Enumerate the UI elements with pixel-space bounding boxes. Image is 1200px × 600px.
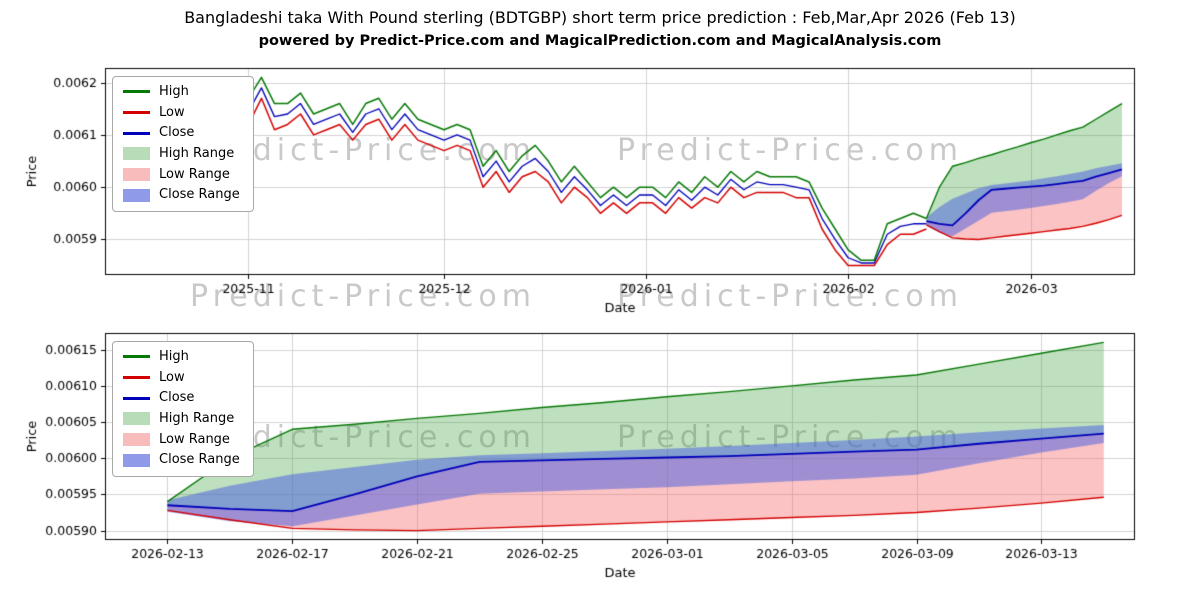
legend-label: Close Range bbox=[159, 187, 240, 203]
legend-item-high-range: High Range bbox=[123, 147, 240, 161]
legend-swatch bbox=[123, 147, 150, 161]
legend-label: Close bbox=[159, 390, 195, 406]
legend-swatch bbox=[123, 375, 150, 379]
legend-label: High Range bbox=[159, 145, 235, 161]
legend-label: High Range bbox=[159, 410, 235, 426]
legend-swatch bbox=[123, 355, 150, 359]
legend-label: Low bbox=[159, 369, 185, 385]
legend-swatch bbox=[123, 453, 150, 467]
legend-swatch bbox=[123, 396, 150, 400]
legend-bottom-chart: High Low Close High Range Low Range Close Ran… bbox=[112, 341, 254, 477]
legend-swatch bbox=[123, 167, 150, 181]
legend-label: High bbox=[159, 84, 189, 99]
legend-swatch bbox=[123, 110, 150, 114]
legend-item-low-range: Low Range bbox=[123, 166, 240, 182]
legend-item-close-range: Close Range bbox=[123, 188, 240, 202]
legend-item-high: High bbox=[123, 85, 240, 99]
legend-label: High bbox=[159, 349, 189, 364]
legend-swatch bbox=[123, 188, 150, 202]
legend-item-low: Low bbox=[123, 104, 240, 120]
chart-subtitle: powered by Predict-Price.com and Magical… bbox=[258, 33, 942, 49]
legend-item-high: High bbox=[123, 350, 240, 364]
legend-swatch bbox=[123, 131, 150, 135]
legend-label: Low bbox=[159, 104, 185, 120]
legend-item-close-range: Close Range bbox=[123, 453, 240, 467]
legend-label: Close Range bbox=[159, 452, 240, 468]
legend-item-low: Low bbox=[123, 369, 240, 385]
chart-title: Bangladeshi taka With Pound sterling (BD… bbox=[184, 8, 1016, 27]
legend-label: Low Range bbox=[159, 431, 230, 447]
legend-item-close: Close bbox=[123, 391, 240, 405]
legend-swatch bbox=[123, 432, 150, 446]
legend-top-chart: High Low Close High Range Low Range Close Ran… bbox=[112, 76, 254, 212]
legend-swatch bbox=[123, 90, 150, 94]
legend-swatch bbox=[123, 412, 150, 426]
legend-label: Low Range bbox=[159, 166, 230, 182]
legend-item-high-range: High Range bbox=[123, 412, 240, 426]
legend-label: Close bbox=[159, 125, 195, 141]
legend-item-low-range: Low Range bbox=[123, 431, 240, 447]
legend-item-close: Close bbox=[123, 126, 240, 140]
